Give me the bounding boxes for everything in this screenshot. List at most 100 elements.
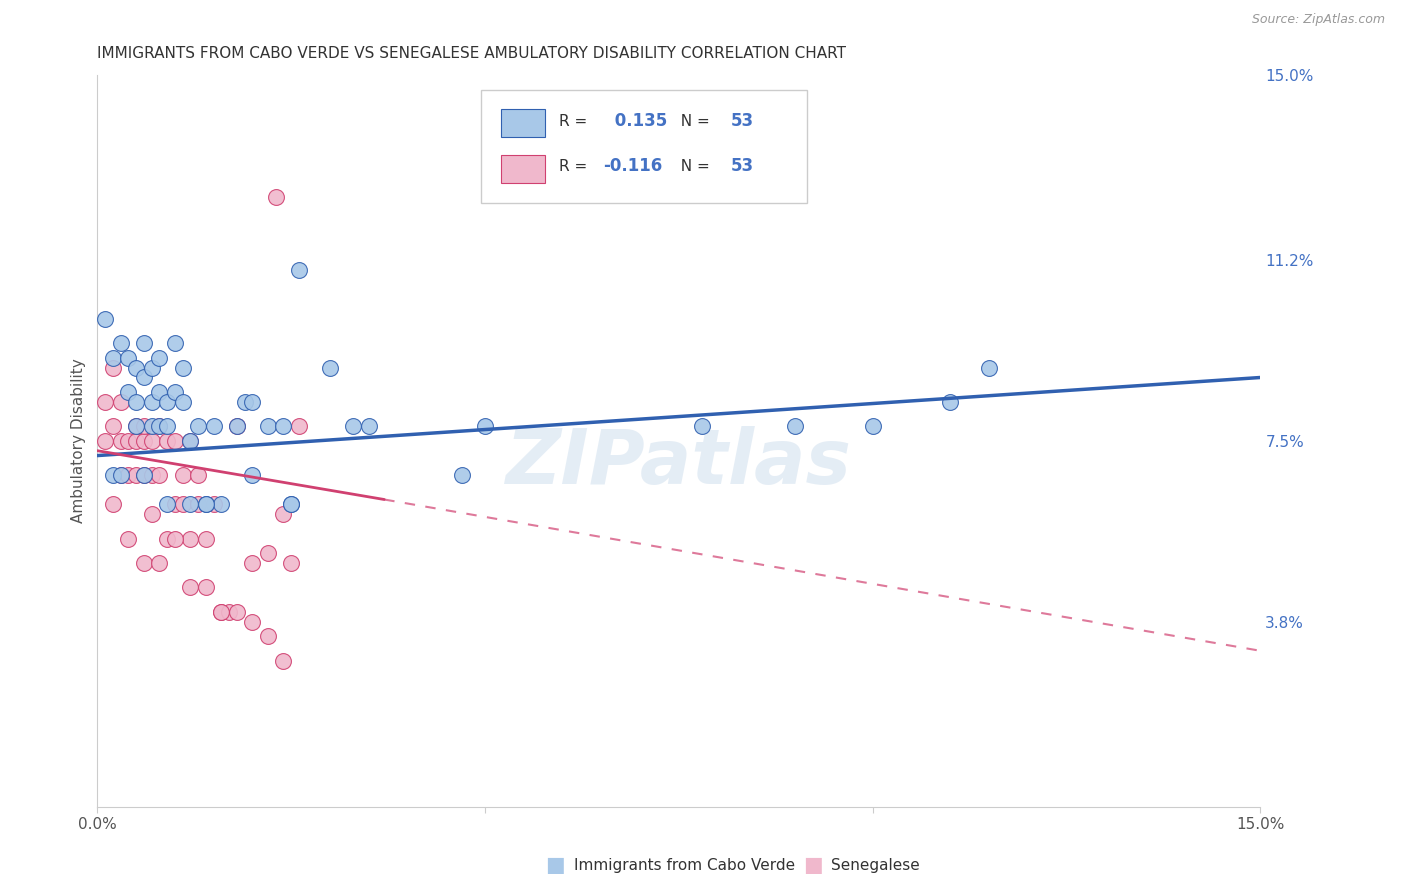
- Point: [141, 468, 163, 483]
- Point: [187, 419, 209, 434]
- Point: [172, 468, 194, 483]
- Point: [141, 507, 163, 521]
- Point: [690, 419, 713, 434]
- Point: [450, 468, 472, 483]
- Point: [209, 497, 232, 511]
- Point: [172, 360, 194, 375]
- Point: [148, 419, 170, 434]
- Point: [226, 419, 249, 434]
- Point: [172, 395, 194, 409]
- Point: [141, 360, 163, 375]
- Point: [132, 370, 155, 384]
- Text: Senegalese: Senegalese: [831, 858, 920, 872]
- Point: [862, 419, 884, 434]
- Point: [194, 497, 217, 511]
- Point: [125, 434, 148, 448]
- Point: [132, 468, 155, 483]
- Point: [156, 419, 179, 434]
- Point: [977, 360, 1000, 375]
- Point: [141, 395, 163, 409]
- Point: [125, 419, 148, 434]
- Text: R =: R =: [560, 159, 592, 174]
- Point: [163, 336, 186, 351]
- Point: [179, 434, 201, 448]
- Point: [156, 497, 179, 511]
- Text: 53: 53: [731, 112, 755, 130]
- Point: [202, 497, 225, 511]
- Text: 0.135: 0.135: [609, 112, 668, 130]
- Point: [939, 395, 962, 409]
- Text: N =: N =: [671, 113, 714, 128]
- Point: [288, 263, 311, 277]
- Point: [148, 556, 170, 570]
- Point: [148, 468, 170, 483]
- Point: [110, 434, 132, 448]
- Point: [117, 385, 139, 400]
- Point: [187, 468, 209, 483]
- Point: [117, 434, 139, 448]
- Point: [179, 497, 201, 511]
- Text: 53: 53: [731, 157, 755, 176]
- Point: [117, 468, 139, 483]
- Point: [125, 360, 148, 375]
- Point: [117, 351, 139, 365]
- Point: [242, 395, 264, 409]
- Text: R =: R =: [560, 113, 592, 128]
- Point: [132, 434, 155, 448]
- FancyBboxPatch shape: [501, 154, 546, 183]
- Point: [179, 532, 201, 546]
- FancyBboxPatch shape: [501, 110, 546, 137]
- Point: [264, 190, 287, 204]
- Point: [125, 419, 148, 434]
- Point: [141, 434, 163, 448]
- Point: [218, 605, 240, 619]
- Point: [242, 615, 264, 629]
- Point: [226, 605, 249, 619]
- Point: [110, 468, 132, 483]
- Point: [357, 419, 380, 434]
- Point: [273, 419, 295, 434]
- Point: [156, 532, 179, 546]
- Point: [117, 532, 139, 546]
- Point: [591, 165, 613, 179]
- Point: [101, 468, 124, 483]
- Point: [172, 497, 194, 511]
- Point: [132, 468, 155, 483]
- Text: N =: N =: [671, 159, 714, 174]
- Point: [280, 497, 302, 511]
- Text: IMMIGRANTS FROM CABO VERDE VS SENEGALESE AMBULATORY DISABILITY CORRELATION CHART: IMMIGRANTS FROM CABO VERDE VS SENEGALESE…: [97, 46, 846, 62]
- Point: [257, 546, 280, 560]
- Point: [202, 419, 225, 434]
- Point: [242, 556, 264, 570]
- Point: [194, 580, 217, 594]
- Point: [101, 351, 124, 365]
- Point: [101, 360, 124, 375]
- Text: Source: ZipAtlas.com: Source: ZipAtlas.com: [1251, 13, 1385, 27]
- Point: [209, 605, 232, 619]
- Point: [125, 395, 148, 409]
- Point: [288, 419, 311, 434]
- Point: [187, 497, 209, 511]
- Point: [163, 385, 186, 400]
- Point: [125, 468, 148, 483]
- Point: [280, 497, 302, 511]
- FancyBboxPatch shape: [481, 89, 807, 203]
- Point: [179, 580, 201, 594]
- Point: [257, 419, 280, 434]
- Point: [94, 312, 117, 326]
- Point: [257, 629, 280, 643]
- Point: [156, 395, 179, 409]
- Point: [194, 497, 217, 511]
- Point: [156, 434, 179, 448]
- Point: [163, 497, 186, 511]
- Point: [233, 395, 256, 409]
- Text: Immigrants from Cabo Verde: Immigrants from Cabo Verde: [574, 858, 794, 872]
- Point: [242, 468, 264, 483]
- Point: [280, 556, 302, 570]
- Point: [141, 419, 163, 434]
- Point: [94, 395, 117, 409]
- Point: [101, 497, 124, 511]
- Point: [226, 419, 249, 434]
- Point: [132, 419, 155, 434]
- Point: [132, 556, 155, 570]
